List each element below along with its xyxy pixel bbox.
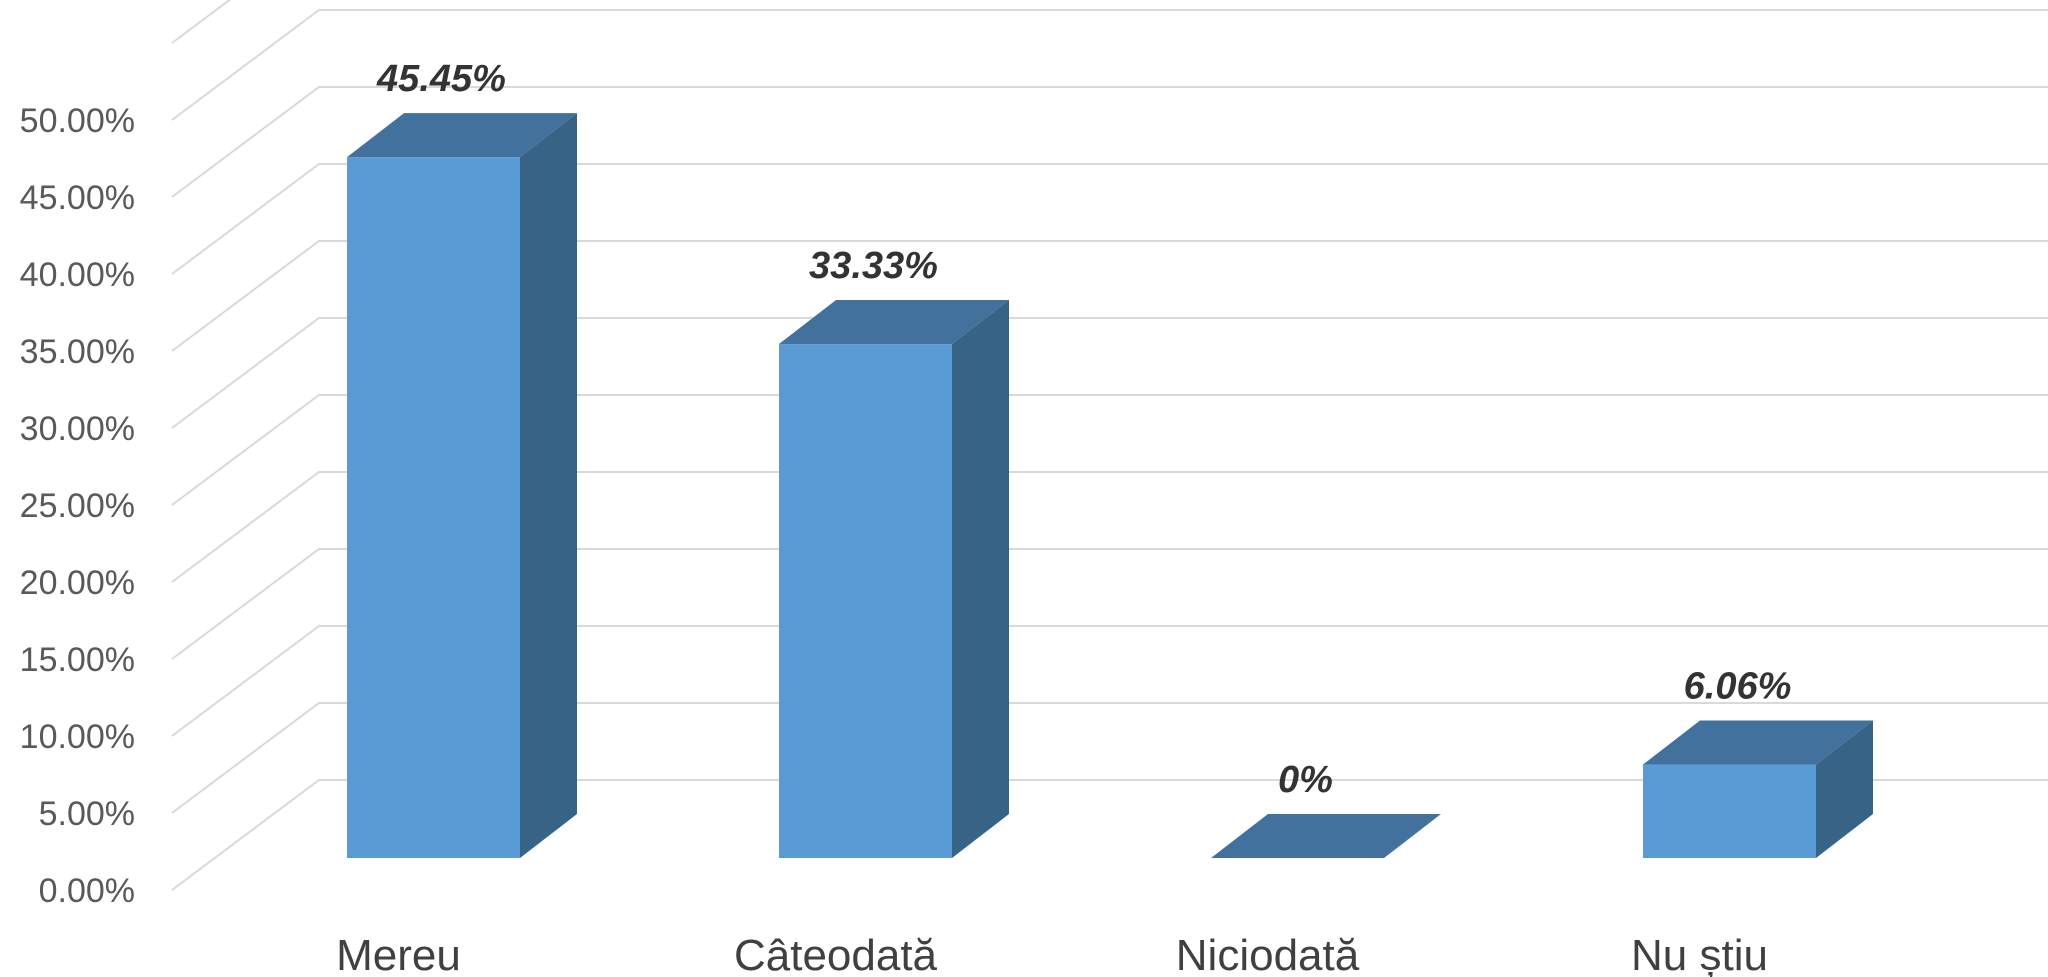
category-label: Mereu bbox=[336, 931, 461, 977]
data-label: 45.45% bbox=[376, 58, 506, 100]
gridline bbox=[171, 0, 232, 44]
bars-layer bbox=[347, 113, 1873, 858]
bar-top bbox=[1211, 814, 1441, 858]
gridline bbox=[171, 9, 2048, 121]
labels-layer: 0.00% 5.00% 10.00% 15.00% 20.00% 25.00% 30.00%… bbox=[20, 58, 1792, 977]
gridline bbox=[171, 163, 2048, 275]
y-tick-label: 10.00% bbox=[20, 718, 135, 756]
category-label: Nu știu bbox=[1631, 931, 1768, 977]
y-tick-label: 15.00% bbox=[20, 641, 135, 679]
category-label: Niciodată bbox=[1176, 931, 1360, 977]
y-tick-label: 45.00% bbox=[20, 179, 135, 217]
y-tick-label: 35.00% bbox=[20, 333, 135, 371]
category-label: Câteodată bbox=[734, 931, 938, 977]
gridline bbox=[171, 86, 2048, 198]
y-tick-label: 0.00% bbox=[39, 872, 135, 910]
y-tick-label: 25.00% bbox=[20, 487, 135, 525]
bar-side bbox=[520, 113, 577, 858]
bar-top bbox=[1643, 720, 1873, 765]
gridline bbox=[171, 240, 2048, 352]
gridline bbox=[171, 394, 2048, 506]
bar-front bbox=[1643, 764, 1816, 858]
y-tick-label: 40.00% bbox=[20, 256, 135, 294]
bar-side bbox=[1816, 720, 1873, 858]
gridline bbox=[171, 548, 2048, 660]
grid-layer bbox=[171, 0, 2048, 891]
gridline bbox=[171, 471, 2048, 583]
y-tick-label: 30.00% bbox=[20, 410, 135, 448]
gridline bbox=[171, 779, 2048, 891]
data-label: 6.06% bbox=[1684, 666, 1792, 708]
bar-side bbox=[952, 300, 1009, 858]
data-label: 33.33% bbox=[809, 245, 938, 287]
gridline bbox=[171, 625, 2048, 737]
gridline bbox=[171, 317, 2048, 429]
data-label: 0% bbox=[1278, 759, 1333, 801]
bar-front bbox=[779, 344, 952, 858]
gridline bbox=[171, 702, 2048, 814]
bar-top bbox=[347, 113, 577, 158]
y-tick-label: 20.00% bbox=[20, 564, 135, 602]
bar-front bbox=[347, 157, 520, 858]
y-tick-label: 50.00% bbox=[20, 102, 135, 140]
bar-top bbox=[779, 300, 1009, 345]
y-tick-label: 5.00% bbox=[39, 795, 135, 833]
